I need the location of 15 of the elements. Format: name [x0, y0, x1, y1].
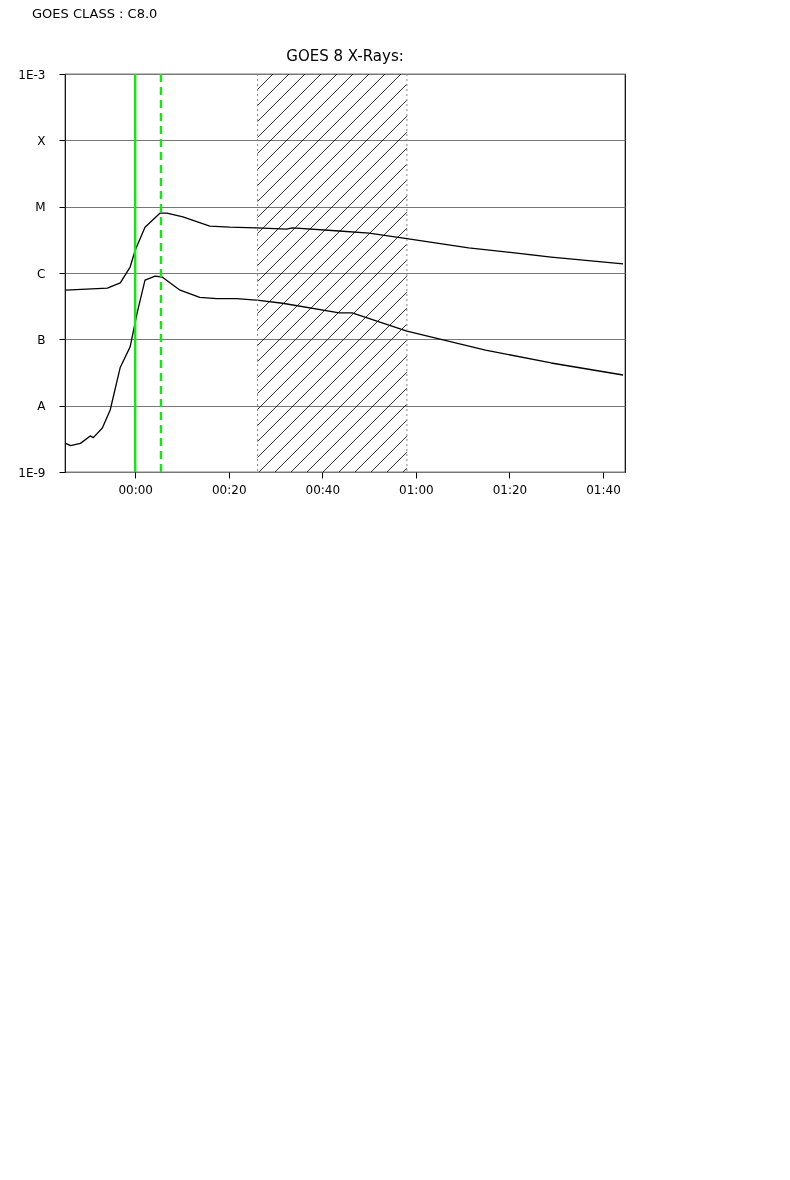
x-tick-label: 00:00	[118, 482, 153, 497]
y-tick-label: 1E-3	[18, 67, 46, 82]
y-tick-label: A	[37, 399, 47, 414]
x-tick-label: 00:40	[305, 482, 341, 497]
x-tick-label: 01:00	[399, 482, 434, 497]
x-tick-label: 00:20	[211, 482, 247, 497]
chart-title: GOES 8 X-Rays:	[286, 47, 404, 65]
text: GOES CLASS : C8.0	[32, 6, 158, 21]
y-tick-label: X	[37, 133, 46, 148]
y-tick-label: 1E-9	[18, 465, 46, 480]
y-tick-label: M	[35, 200, 46, 215]
y-tick-label: B	[37, 332, 46, 347]
x-tick-label: 01:20	[492, 482, 528, 497]
y-tick-label: C	[37, 266, 46, 281]
x-tick-label: 01:40	[586, 482, 621, 497]
